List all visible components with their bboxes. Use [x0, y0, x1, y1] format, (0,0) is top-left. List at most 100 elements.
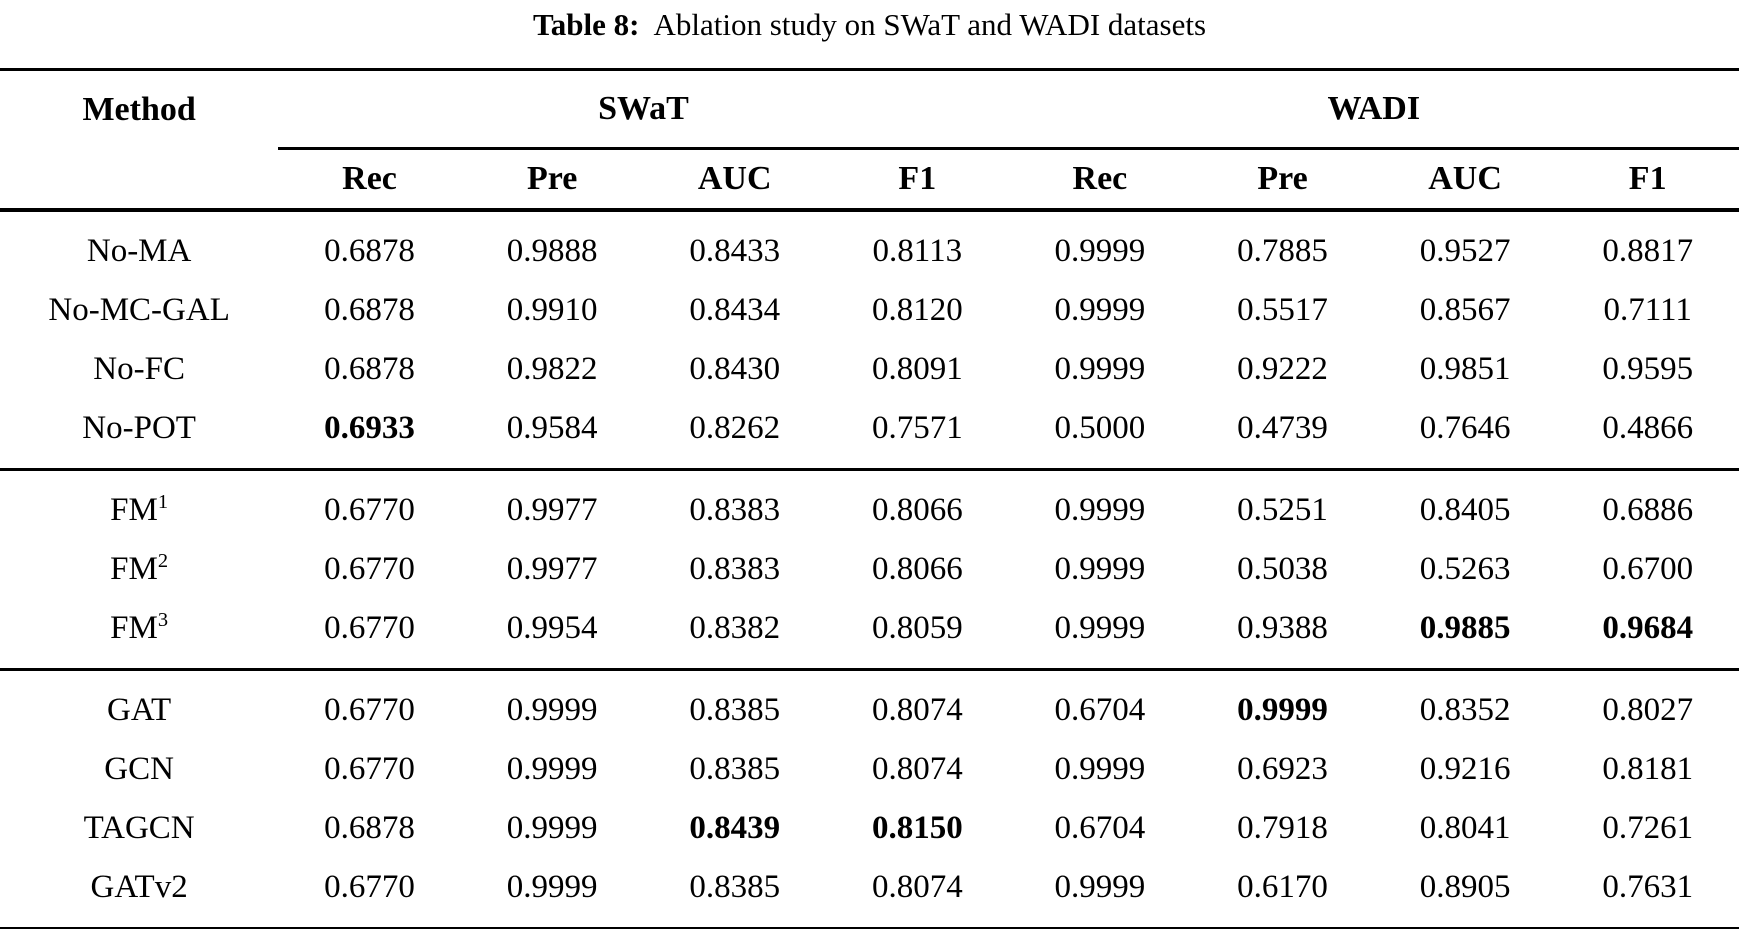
value-cell: 0.9885 [1419, 610, 1511, 646]
value-cell: 0.8385 [689, 751, 781, 787]
value-cell: 0.7646 [1419, 410, 1511, 446]
value-cell: 0.7631 [1602, 869, 1694, 905]
metric-header-wadi-auc: AUC [1373, 148, 1557, 212]
value-cell: 0.8091 [871, 351, 963, 387]
value-cell: 0.8066 [871, 551, 963, 587]
value-cell: 0.8434 [689, 292, 781, 328]
method-cell: No-POT [0, 399, 278, 470]
method-label: No-MC-GAL [48, 292, 230, 328]
value-cell: 0.9388 [1237, 610, 1328, 646]
metric-header-empty [0, 148, 279, 212]
value-cell: 0.8150 [871, 810, 963, 846]
method-superscript: 3 [157, 609, 169, 631]
table-caption: Table 8: Ablation study on SWaT and WADI… [0, 0, 1739, 68]
value-cell: 0.8074 [826, 668, 1009, 740]
value-cell: 0.8352 [1373, 668, 1557, 740]
method-superscript: 1 [157, 491, 169, 513]
value-cell: 0.6933 [324, 410, 415, 446]
method-cell: GATv2 [0, 858, 278, 929]
table-row: GAT 0.6770 0.9999 0.8385 0.8074 0.6704 0.9999 0… [0, 668, 1739, 740]
value-cell: 0.9910 [506, 292, 598, 328]
value-cell: 0.9999 [1191, 668, 1374, 740]
method-cell: GAT [0, 668, 279, 740]
value-cell: 0.9595 [1602, 351, 1694, 387]
value-cell: 0.6770 [324, 869, 415, 905]
swat-group-header: SWaT [278, 69, 1009, 150]
method-label: GATv2 [90, 869, 188, 905]
metric-header-wadi-rec: Rec [1008, 148, 1192, 212]
value-cell: 0.9999 [506, 869, 598, 905]
method-cell: FM3 [0, 599, 278, 670]
group-header-row: Method SWaT WADI [0, 69, 1739, 150]
value-cell: 0.8385 [689, 869, 781, 905]
method-cell: GCN [0, 740, 278, 799]
value-cell: 0.8382 [689, 610, 781, 646]
metric-header-swat-f1: F1 [826, 148, 1009, 212]
table-row: FM3 0.6770 0.9954 0.8382 0.8059 0.9999 0.9388 0… [0, 599, 1739, 670]
table-row: FM2 0.6770 0.9977 0.8383 0.8066 0.9999 0.5038 0… [0, 540, 1739, 599]
value-cell: 0.6770 [278, 668, 461, 740]
metric-header-swat-auc: AUC [643, 148, 827, 212]
value-cell: 0.8181 [1602, 751, 1694, 787]
value-cell: 0.8817 [1602, 233, 1694, 269]
value-cell: 0.9999 [460, 668, 644, 740]
table-row: GATv2 0.6770 0.9999 0.8385 0.8074 0.9999 0.617… [0, 858, 1739, 929]
value-cell: 0.9954 [506, 610, 598, 646]
value-cell: 0.8383 [689, 551, 781, 587]
value-cell: 0.8439 [689, 810, 781, 846]
method-cell: No-MC-GAL [0, 281, 278, 340]
value-cell: 0.8567 [1419, 292, 1511, 328]
method-superscript: 2 [157, 550, 169, 572]
value-cell: 0.6770 [278, 468, 461, 540]
value-cell: 0.8433 [689, 233, 781, 269]
metric-header-swat-rec: Rec [278, 148, 461, 212]
method-label: GAT [107, 692, 172, 728]
value-cell: 0.8430 [689, 351, 781, 387]
table-row: FM1 0.6770 0.9977 0.8383 0.8066 0.9999 0.5251 0… [0, 468, 1739, 540]
row-group-2: FM1 0.6770 0.9977 0.8383 0.8066 0.9999 0.5251 0… [0, 468, 1739, 670]
value-cell: 0.7261 [1602, 810, 1694, 846]
value-cell: 0.5251 [1191, 468, 1374, 540]
ablation-table: Method SWaT WADI Rec Pre AUC F1 Rec Pre … [0, 68, 1739, 929]
value-cell: 0.9684 [1602, 610, 1694, 646]
value-cell: 0.5517 [1237, 292, 1328, 328]
value-cell: 0.9999 [506, 810, 598, 846]
metric-header-swat-pre: Pre [460, 148, 644, 212]
value-cell: 0.6704 [1054, 810, 1146, 846]
value-cell: 0.9999 [1054, 751, 1146, 787]
value-cell: 0.8385 [643, 668, 827, 740]
value-cell: 0.6770 [324, 551, 415, 587]
value-cell: 0.9999 [1054, 233, 1146, 269]
value-cell: 0.8074 [871, 869, 963, 905]
table-row: TAGCN 0.6878 0.9999 0.8439 0.8150 0.6704 0.791… [0, 799, 1739, 858]
value-cell: 0.8027 [1556, 668, 1739, 740]
value-cell: 0.9822 [506, 351, 598, 387]
value-cell: 0.9584 [506, 410, 598, 446]
table-row: No-FC 0.6878 0.9822 0.8430 0.8091 0.9999 0.922… [0, 340, 1739, 399]
method-label: FM [110, 610, 158, 646]
value-cell: 0.8074 [871, 751, 963, 787]
value-cell: 0.9222 [1237, 351, 1328, 387]
metric-header-row: Rec Pre AUC F1 Rec Pre AUC F1 [0, 148, 1739, 212]
value-cell: 0.9851 [1419, 351, 1511, 387]
value-cell: 0.9999 [506, 751, 598, 787]
value-cell: 0.7111 [1603, 292, 1692, 328]
value-cell: 0.8405 [1373, 468, 1557, 540]
value-cell: 0.6704 [1008, 668, 1192, 740]
value-cell: 0.8059 [871, 610, 963, 646]
value-cell: 0.8066 [826, 468, 1009, 540]
value-cell: 0.9999 [1054, 610, 1146, 646]
method-cell: No-FC [0, 340, 278, 399]
value-cell: 0.9999 [1054, 351, 1146, 387]
table-row: GCN 0.6770 0.9999 0.8385 0.8074 0.9999 0.6923 0… [0, 740, 1739, 799]
value-cell: 0.6886 [1556, 468, 1739, 540]
value-cell: 0.9999 [1054, 869, 1146, 905]
value-cell: 0.6923 [1237, 751, 1328, 787]
method-label: FM [110, 492, 158, 528]
value-cell: 0.6170 [1237, 869, 1328, 905]
value-cell: 0.6770 [324, 610, 415, 646]
value-cell: 0.9999 [1054, 292, 1146, 328]
value-cell: 0.4739 [1237, 410, 1328, 446]
value-cell: 0.8383 [643, 468, 827, 540]
value-cell: 0.6700 [1602, 551, 1694, 587]
